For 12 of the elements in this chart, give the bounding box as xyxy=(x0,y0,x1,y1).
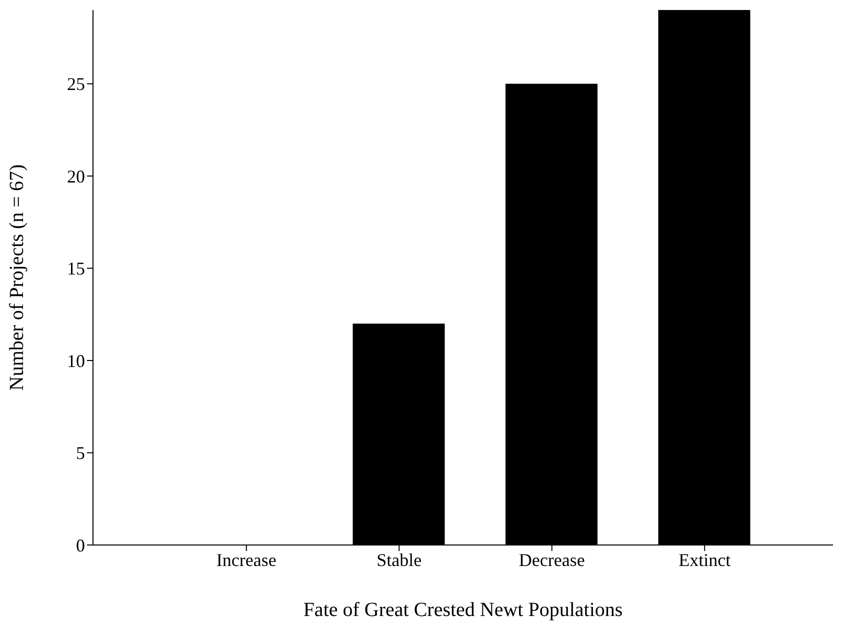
y-tick-label: 5 xyxy=(76,443,85,464)
y-tick-label: 10 xyxy=(67,350,85,371)
x-tick-label: Decrease xyxy=(518,550,585,570)
y-tick-label: 20 xyxy=(67,166,85,186)
y-axis-title: Number of Projects (n = 67) xyxy=(6,164,28,391)
x-tick-label: Stable xyxy=(376,550,422,570)
y-tick-label: 0 xyxy=(76,535,85,556)
x-axis-title: Fate of Great Crested Newt Populations xyxy=(303,599,623,621)
y-tick-label: 25 xyxy=(67,74,85,94)
x-tick-label: Increase xyxy=(216,550,276,570)
y-tick-label: 15 xyxy=(67,258,85,279)
x-tick-label: Extinct xyxy=(678,550,731,570)
